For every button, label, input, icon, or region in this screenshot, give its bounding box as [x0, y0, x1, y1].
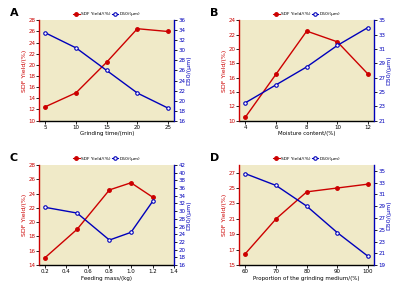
- Y-axis label: SDF Yield/(%): SDF Yield/(%): [22, 194, 27, 236]
- Y-axis label: D50/(μm): D50/(μm): [387, 200, 392, 230]
- Legend: SDF Yield/(%), D50/(μm): SDF Yield/(%), D50/(μm): [71, 10, 142, 18]
- Text: C: C: [10, 153, 18, 163]
- Text: A: A: [10, 8, 18, 18]
- X-axis label: Grinding time/(min): Grinding time/(min): [80, 131, 134, 136]
- Y-axis label: D50/(μm): D50/(μm): [387, 56, 392, 85]
- Y-axis label: D50/(μm): D50/(μm): [187, 56, 192, 85]
- X-axis label: Proportion of the grinding medium/(%): Proportion of the grinding medium/(%): [254, 276, 360, 281]
- X-axis label: Moisture content/(%): Moisture content/(%): [278, 131, 336, 136]
- Legend: SDF Yield/(%), D50/(μm): SDF Yield/(%), D50/(μm): [271, 155, 342, 163]
- Y-axis label: SDF Yield/(%): SDF Yield/(%): [222, 49, 227, 92]
- Legend: SDF Yield/(%), D50/(μm): SDF Yield/(%), D50/(μm): [71, 155, 142, 163]
- Legend: SDF Yield/(%), D50/(μm): SDF Yield/(%), D50/(μm): [271, 10, 342, 18]
- Y-axis label: SDF Yield/(%): SDF Yield/(%): [222, 194, 227, 236]
- Y-axis label: SDF Yield/(%): SDF Yield/(%): [22, 49, 27, 92]
- Text: B: B: [210, 8, 218, 18]
- X-axis label: Feeding mass/(kg): Feeding mass/(kg): [81, 276, 132, 281]
- Text: D: D: [210, 153, 219, 163]
- Y-axis label: D50/(μm): D50/(μm): [187, 200, 192, 230]
